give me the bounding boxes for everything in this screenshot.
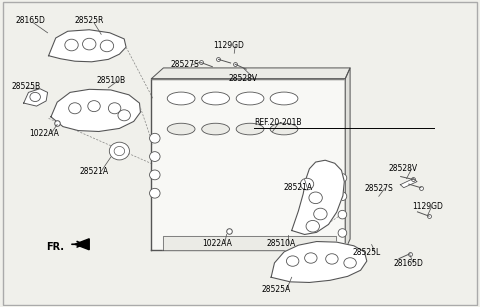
Text: 28510A: 28510A	[266, 239, 296, 248]
Polygon shape	[24, 89, 48, 106]
Text: 28528V: 28528V	[388, 164, 418, 173]
Ellipse shape	[150, 170, 160, 180]
Ellipse shape	[88, 101, 100, 112]
Ellipse shape	[100, 40, 114, 52]
Text: 28165D: 28165D	[15, 16, 45, 25]
Text: 28521A: 28521A	[80, 167, 109, 176]
Ellipse shape	[30, 92, 40, 102]
Polygon shape	[51, 89, 141, 131]
Ellipse shape	[83, 38, 96, 50]
Ellipse shape	[305, 253, 317, 263]
Text: 1022AA: 1022AA	[202, 239, 231, 248]
Polygon shape	[48, 30, 126, 62]
Ellipse shape	[202, 92, 229, 105]
Ellipse shape	[270, 92, 298, 105]
Ellipse shape	[314, 208, 327, 220]
Ellipse shape	[236, 92, 264, 105]
Text: 1022AA: 1022AA	[29, 129, 60, 138]
Ellipse shape	[344, 258, 356, 268]
Polygon shape	[163, 236, 336, 250]
Polygon shape	[152, 79, 345, 250]
Text: 28525R: 28525R	[75, 16, 104, 25]
Text: 28528V: 28528V	[228, 74, 257, 83]
Text: 28527S: 28527S	[364, 184, 393, 193]
Ellipse shape	[150, 152, 160, 161]
Polygon shape	[75, 239, 89, 250]
Ellipse shape	[338, 174, 347, 182]
Ellipse shape	[202, 123, 229, 135]
Polygon shape	[292, 160, 344, 235]
Text: 28521A: 28521A	[283, 183, 312, 192]
Ellipse shape	[108, 103, 121, 114]
Ellipse shape	[69, 103, 81, 114]
Ellipse shape	[287, 256, 299, 266]
Polygon shape	[345, 68, 350, 250]
Ellipse shape	[167, 92, 195, 105]
Text: 1129GD: 1129GD	[412, 203, 443, 212]
Ellipse shape	[300, 178, 314, 190]
Ellipse shape	[150, 188, 160, 198]
Ellipse shape	[309, 192, 323, 204]
Ellipse shape	[338, 192, 347, 200]
Ellipse shape	[109, 142, 130, 160]
Ellipse shape	[118, 110, 131, 121]
Text: 1129GD: 1129GD	[214, 41, 244, 49]
Ellipse shape	[338, 229, 347, 237]
Ellipse shape	[236, 123, 264, 135]
Ellipse shape	[65, 39, 78, 51]
Ellipse shape	[338, 210, 347, 219]
Polygon shape	[400, 179, 417, 188]
Text: FR.: FR.	[46, 242, 64, 252]
Ellipse shape	[325, 254, 338, 264]
Ellipse shape	[270, 123, 298, 135]
Polygon shape	[152, 68, 350, 79]
Polygon shape	[271, 242, 367, 282]
Text: 28510B: 28510B	[96, 76, 126, 85]
Ellipse shape	[306, 220, 320, 232]
Ellipse shape	[150, 133, 160, 143]
Text: 28527S: 28527S	[170, 60, 199, 69]
Text: 28165D: 28165D	[393, 259, 423, 268]
Text: 28525A: 28525A	[262, 285, 291, 294]
Ellipse shape	[167, 123, 195, 135]
Text: 28525L: 28525L	[352, 248, 381, 257]
Text: 28525B: 28525B	[11, 82, 40, 91]
Text: REF.20-201B: REF.20-201B	[254, 119, 302, 127]
